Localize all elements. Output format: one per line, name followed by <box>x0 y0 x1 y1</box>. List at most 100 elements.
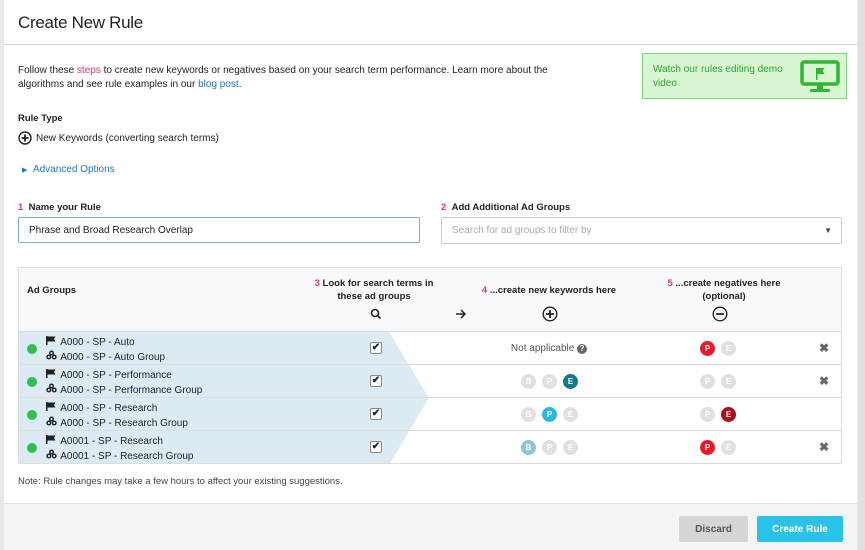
step-number: 5 <box>667 278 673 289</box>
search-terms-checkbox[interactable]: ✔ <box>370 375 382 387</box>
plus-circle-icon <box>542 306 558 322</box>
ad-groups-label: 2 Add Additional Ad Groups <box>441 202 570 213</box>
header-text: ...create new keywords here <box>489 285 617 296</box>
match-type-badge[interactable]: P <box>700 374 715 389</box>
ad-groups-select[interactable]: Search for ad groups to filter by ▼ <box>441 217 842 244</box>
ad-group-icon <box>46 416 58 429</box>
not-applicable-label: Not applicable <box>510 343 575 354</box>
flag-icon <box>46 435 58 447</box>
table-row: A0001 - SP - Research A0001 - SP - Resea… <box>19 431 841 463</box>
search-terms-checkbox[interactable]: ✔ <box>370 408 382 420</box>
match-type-badge[interactable]: P <box>542 407 557 422</box>
blog-post-link[interactable]: blog post <box>198 79 239 90</box>
match-type-badge[interactable]: P <box>700 407 715 422</box>
table-header: Ad Groups 3 Look for search terms in the… <box>19 268 841 332</box>
status-dot <box>27 344 37 354</box>
match-type-badge[interactable]: P <box>700 440 715 455</box>
note-text: Note: Rule changes may take a few hours … <box>18 476 343 487</box>
step-number: 4 <box>481 285 488 296</box>
ad-group-icon <box>46 350 58 363</box>
ad-group-name: A000 - SP - Performance Group <box>60 385 203 396</box>
header-keywords: 4 ...create new keywords here <box>469 284 629 297</box>
ad-group-name: A000 - SP - Research Group <box>60 418 188 429</box>
plus-circle-icon <box>18 131 32 145</box>
create-rule-button[interactable]: Create Rule <box>757 516 843 542</box>
match-type-badge[interactable]: B <box>521 407 536 422</box>
step-number: 1 <box>18 202 24 213</box>
intro-text: Follow these steps to create new keyword… <box>18 64 578 92</box>
rule-type-label: Rule Type <box>18 113 63 124</box>
step-number: 2 <box>441 202 447 213</box>
ad-groups-table: Ad Groups 3 Look for search terms in the… <box>18 267 842 464</box>
arrow-right-icon <box>456 309 467 319</box>
search-icon <box>370 308 382 320</box>
header-look: 3 Look for search terms in these ad grou… <box>309 277 439 303</box>
campaign-name: A0001 - SP - Research <box>60 436 163 447</box>
search-terms-checkbox[interactable]: ✔ <box>370 342 382 354</box>
intro-part: . <box>238 79 242 90</box>
intro-part: Follow these <box>18 65 77 76</box>
minus-circle-icon <box>712 306 728 322</box>
caret-right-icon: ▶ <box>22 167 28 174</box>
discard-button[interactable]: Discard <box>679 516 748 542</box>
match-type-badge[interactable]: E <box>721 440 736 455</box>
ad-group-name: A0001 - SP - Research Group <box>60 451 194 462</box>
ad-group-icon <box>46 383 58 396</box>
header-negatives: 5 ...create negatives here (optional) <box>649 277 799 303</box>
monitor-flag-icon <box>800 60 840 92</box>
steps-link[interactable]: steps <box>76 65 101 76</box>
match-type-badge[interactable]: E <box>563 440 578 455</box>
match-type-badge[interactable]: E <box>721 374 736 389</box>
modal-header: Create New Rule <box>4 0 857 45</box>
match-type-badge[interactable]: E <box>563 374 578 389</box>
step-number: 3 <box>314 278 320 289</box>
status-dot <box>27 443 37 453</box>
help-icon[interactable]: ? <box>577 344 588 354</box>
header-text: ...create negatives here (optional) <box>675 278 781 302</box>
demo-video-banner[interactable]: Watch our rules editing demo video <box>642 53 847 99</box>
table-row: A000 - SP - Research A000 - SP - Researc… <box>19 398 841 431</box>
header-text: Look for search terms in these ad groups <box>322 278 434 302</box>
name-rule-label: 1 Name your Rule <box>18 202 101 213</box>
match-type-badge[interactable]: E <box>563 407 578 422</box>
status-dot <box>27 410 37 420</box>
ad-group-name: A000 - SP - Auto Group <box>60 352 166 363</box>
rule-name-input[interactable] <box>18 217 420 243</box>
create-rule-modal: Create New Rule Follow these steps to cr… <box>4 0 857 550</box>
select-placeholder: Search for ad groups to filter by <box>452 225 592 236</box>
remove-row-icon[interactable]: ✖ <box>819 440 830 454</box>
match-type-badge[interactable]: E <box>721 407 736 422</box>
match-type-badge[interactable]: E <box>721 341 736 356</box>
match-type-badge[interactable]: P <box>700 341 715 356</box>
flag-icon <box>46 336 58 348</box>
match-type-badge[interactable]: P <box>542 440 557 455</box>
status-dot <box>27 377 37 387</box>
table-row: A000 - SP - Auto A000 - SP - Auto Group ✔… <box>19 332 841 365</box>
remove-row-icon[interactable]: ✖ <box>819 374 830 388</box>
flag-icon <box>46 402 58 414</box>
scrollbar[interactable] <box>858 0 865 550</box>
table-row: A000 - SP - Performance A000 - SP - Perf… <box>19 365 841 398</box>
modal-footer: Discard Create Rule <box>4 503 857 550</box>
advanced-options-label: Advanced Options <box>32 164 115 175</box>
match-type-badge[interactable]: P <box>542 374 557 389</box>
page-title: Create New Rule <box>18 13 143 32</box>
match-type-badge[interactable]: B <box>521 440 536 455</box>
header-ad-groups: Ad Groups <box>27 285 77 296</box>
caret-down-icon: ▼ <box>824 226 832 235</box>
intro-part: to create new keywords or negatives base… <box>18 65 548 90</box>
match-type-badge[interactable]: B <box>521 374 536 389</box>
campaign-name: A000 - SP - Performance <box>60 370 172 381</box>
remove-row-icon[interactable]: ✖ <box>819 341 830 355</box>
search-terms-checkbox[interactable]: ✔ <box>370 441 382 453</box>
advanced-options-toggle[interactable]: ▶ Advanced Options <box>22 164 115 175</box>
ad-group-icon <box>46 449 58 462</box>
rule-type-value: New Keywords (converting search terms) <box>18 131 219 145</box>
label-text: Add Additional Ad Groups <box>451 202 571 213</box>
